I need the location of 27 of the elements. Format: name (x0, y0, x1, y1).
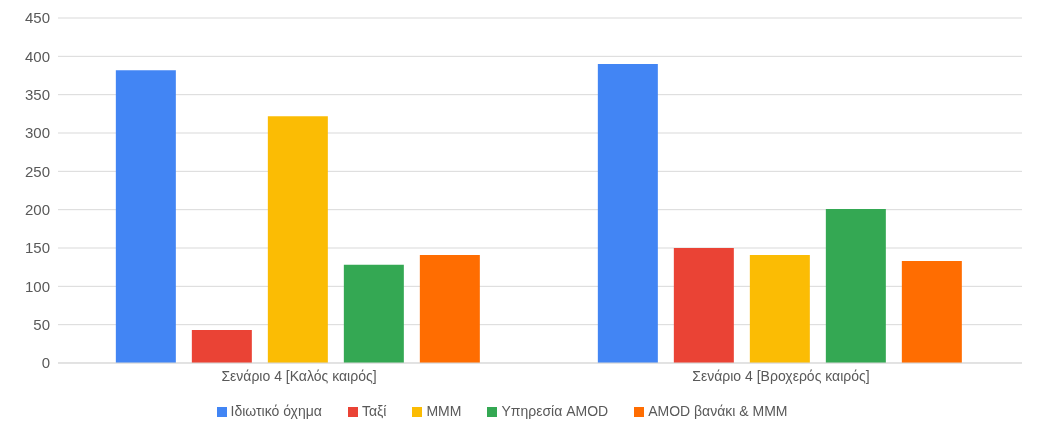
x-tick-label: Σενάριο 4 [Καλός καιρός] (221, 367, 377, 384)
bar (673, 248, 734, 363)
bar (267, 116, 328, 363)
y-tick-label: 450 (24, 9, 50, 27)
y-tick-label: 400 (24, 47, 50, 65)
x-tick-label: Σενάριο 4 [Βροχερός καιρός] (692, 367, 870, 384)
legend-label: Ταξί (361, 403, 387, 419)
y-tick-label: 150 (24, 239, 50, 257)
bar (343, 264, 404, 363)
bar (191, 330, 252, 363)
legend-label: Ιδιωτικό όχημα (230, 403, 322, 419)
legend-label: ΜΜΜ (426, 403, 462, 419)
y-tick-label: 0 (41, 354, 50, 372)
bar (825, 208, 886, 363)
y-tick-label: 250 (24, 162, 50, 180)
y-tick-label: 100 (24, 277, 50, 295)
bar (419, 254, 480, 363)
legend-label: Υπηρεσία AMOD (501, 403, 609, 419)
y-tick-label: 300 (24, 124, 50, 142)
bar (115, 70, 176, 363)
legend-label: AMOD βανάκι & ΜΜΜ (648, 403, 788, 419)
bar (597, 64, 658, 363)
bar (901, 261, 962, 363)
bar (749, 254, 810, 363)
y-tick-label: 50 (33, 315, 50, 333)
y-tick-label: 200 (24, 200, 50, 218)
y-tick-label: 350 (24, 85, 50, 103)
